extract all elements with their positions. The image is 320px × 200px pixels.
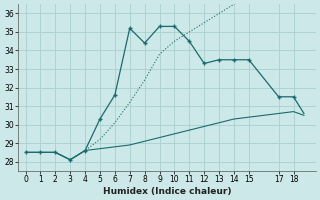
X-axis label: Humidex (Indice chaleur): Humidex (Indice chaleur) xyxy=(103,187,231,196)
